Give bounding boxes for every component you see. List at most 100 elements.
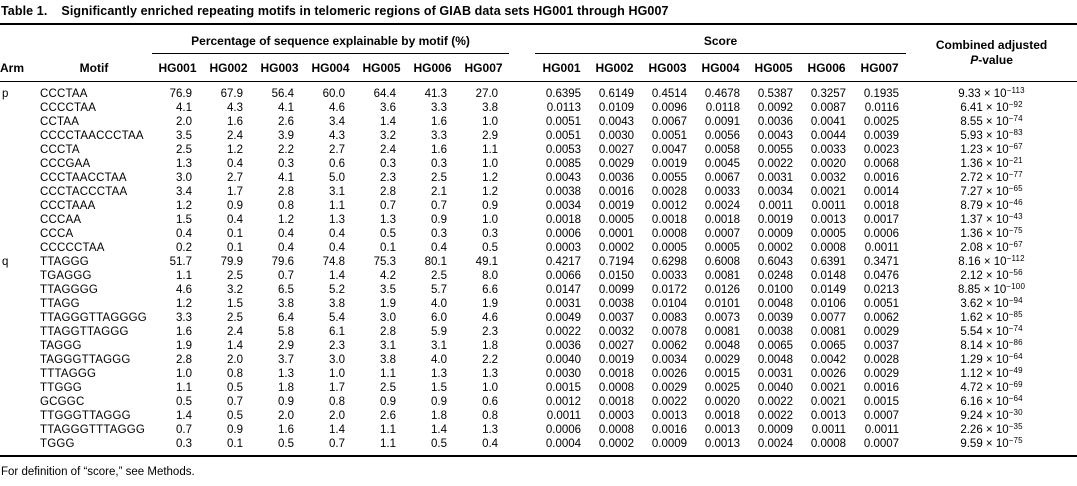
motif-cell: TAGGGTTAGGG bbox=[40, 354, 131, 366]
score-cell: 0.6149 bbox=[598, 88, 635, 100]
row-spacer-cell bbox=[509, 325, 535, 339]
header-spacer-cell bbox=[509, 53, 536, 82]
score-cell: 0.0018 bbox=[598, 368, 635, 380]
score-cell: 0.0011 bbox=[811, 424, 847, 436]
pct-cell: 0.4 bbox=[278, 228, 294, 240]
pct-cell: 0.4 bbox=[176, 228, 192, 240]
pvalue-base: 2.08 × 10 bbox=[960, 242, 1009, 254]
score-cell: 0.0018 bbox=[863, 200, 900, 212]
score-cell: 0.0109 bbox=[598, 102, 635, 114]
score-cell: 0.0018 bbox=[651, 214, 688, 226]
pct-cell: 0.9 bbox=[482, 200, 499, 212]
pvalue-base: 8.14 × 10 bbox=[960, 340, 1009, 352]
arm-cell bbox=[0, 367, 36, 381]
motif-column-header: Motif bbox=[36, 53, 152, 82]
pvalue-cell: 1.37 × 10−43 bbox=[906, 213, 1077, 227]
score-cell: 0.0025 bbox=[863, 116, 900, 128]
score-cell: 0.0043 bbox=[598, 116, 635, 128]
score-cell: 0.0476 bbox=[863, 270, 900, 282]
arm-cell bbox=[0, 115, 36, 129]
score-cell: 0.0037 bbox=[863, 340, 900, 352]
pct-cell: 1.8 bbox=[482, 340, 499, 352]
pvalue-base: 9.24 × 10 bbox=[960, 410, 1009, 422]
pct-cell: 1.0 bbox=[482, 214, 499, 226]
pct-cell: 2.6 bbox=[278, 116, 294, 128]
pct-cell: 0.9 bbox=[431, 396, 447, 408]
arm-cell bbox=[0, 409, 36, 423]
motif-cell: TTAGGGTTTAGGG bbox=[40, 424, 146, 436]
score-cell: 0.0043 bbox=[545, 172, 582, 184]
table-row: TGAGGG 1.1 2.5 0.7 1.4 4.2 2.5 8.0 0.006… bbox=[0, 269, 1077, 283]
pct-cell: 2.3 bbox=[380, 172, 396, 184]
score-cell: 0.0091 bbox=[704, 116, 741, 128]
score-cell: 0.4217 bbox=[545, 256, 582, 268]
score-cell: 0.0008 bbox=[651, 228, 688, 240]
score-cell: 0.0118 bbox=[705, 102, 741, 114]
row-spacer-cell bbox=[509, 143, 535, 157]
score-cell: 0.0029 bbox=[863, 368, 900, 380]
score-cell: 0.0029 bbox=[651, 382, 688, 394]
pct-cell: 5.2 bbox=[329, 284, 345, 296]
table-caption: Significantly enriched repeating motifs … bbox=[61, 4, 669, 18]
score-cell: 0.0051 bbox=[545, 116, 582, 128]
table-row: TTGGG 1.1 0.5 1.8 1.7 2.5 1.5 1.0 0.0015… bbox=[0, 381, 1077, 395]
table-header: Percentage of sequence explainable by mo… bbox=[0, 24, 1077, 82]
table-row: CCCAA 1.5 0.4 1.2 1.3 1.3 0.9 1.0 0.0018… bbox=[0, 213, 1077, 227]
score-cell: 0.0016 bbox=[863, 382, 900, 394]
score-cell: 0.0248 bbox=[757, 270, 794, 282]
pvalue-base: 8.85 × 10 bbox=[958, 284, 1007, 296]
pct-cell: 0.3 bbox=[431, 158, 447, 170]
pvalue-base: 5.54 × 10 bbox=[960, 326, 1009, 338]
score-cell: 0.0045 bbox=[704, 158, 741, 170]
score-cell: 0.0038 bbox=[757, 326, 794, 338]
motif-cell: CCCCCTAA bbox=[40, 242, 105, 254]
pct-cell: 5.0 bbox=[329, 172, 345, 184]
pct-cell: 1.5 bbox=[176, 214, 192, 226]
pct-cell: 0.5 bbox=[227, 382, 243, 394]
pct-cell: 1.8 bbox=[278, 382, 294, 394]
pct-cell: 6.1 bbox=[329, 326, 345, 338]
pvalue-base: 9.33 × 10 bbox=[958, 88, 1007, 100]
pct-cell: 0.8 bbox=[227, 368, 243, 380]
pct-cell: 4.6 bbox=[329, 102, 345, 114]
score-cell: 0.0023 bbox=[863, 144, 900, 156]
pct-cell: 2.4 bbox=[227, 130, 243, 142]
score-sample-header: HG006 bbox=[800, 53, 854, 82]
pvalue-exponent: −65 bbox=[1008, 185, 1023, 193]
pvalue-exponent: −35 bbox=[1008, 423, 1023, 431]
pvalue-header-line1: Combined adjusted bbox=[935, 38, 1048, 52]
pct-cell: 0.3 bbox=[482, 228, 499, 240]
pct-cell: 1.2 bbox=[482, 186, 499, 198]
score-cell: 0.0013 bbox=[704, 438, 741, 450]
arm-cell bbox=[0, 325, 36, 339]
pct-cell: 0.5 bbox=[482, 242, 499, 254]
pct-cell: 0.7 bbox=[176, 424, 192, 436]
score-sample-header: HG001 bbox=[535, 53, 589, 82]
score-cell: 0.0018 bbox=[598, 396, 635, 408]
motif-cell: CCCCTAACCCTAA bbox=[40, 130, 144, 142]
score-cell: 0.0002 bbox=[598, 438, 635, 450]
pvalue-exponent: −21 bbox=[1008, 157, 1023, 165]
score-cell: 0.0022 bbox=[651, 396, 688, 408]
pct-cell: 0.4 bbox=[329, 228, 345, 240]
score-cell: 0.0021 bbox=[810, 382, 847, 394]
score-cell: 0.0043 bbox=[757, 130, 794, 142]
score-cell: 0.0031 bbox=[545, 298, 582, 310]
pct-cell: 2.0 bbox=[329, 410, 345, 422]
score-cell: 0.7194 bbox=[598, 256, 635, 268]
pct-cell: 2.9 bbox=[278, 340, 294, 352]
table-footnote: For definition of “score,” see Methods. bbox=[1, 466, 195, 478]
score-cell: 0.0029 bbox=[863, 326, 900, 338]
pct-cell: 3.4 bbox=[176, 186, 192, 198]
pct-cell: 0.5 bbox=[278, 438, 294, 450]
pct-cell: 2.3 bbox=[482, 326, 499, 338]
pct-cell: 4.3 bbox=[227, 102, 243, 114]
pvalue-base: 7.27 × 10 bbox=[960, 186, 1009, 198]
table-title: Table 1. Significantly enriched repeating… bbox=[0, 0, 1077, 23]
motif-cell: TTAGG bbox=[40, 298, 80, 310]
pvalue-exponent: −77 bbox=[1008, 171, 1023, 179]
pct-cell: 1.6 bbox=[431, 144, 447, 156]
arm-cell: q bbox=[2, 256, 9, 268]
pct-cell: 2.7 bbox=[329, 144, 345, 156]
pct-cell: 5.8 bbox=[278, 326, 294, 338]
